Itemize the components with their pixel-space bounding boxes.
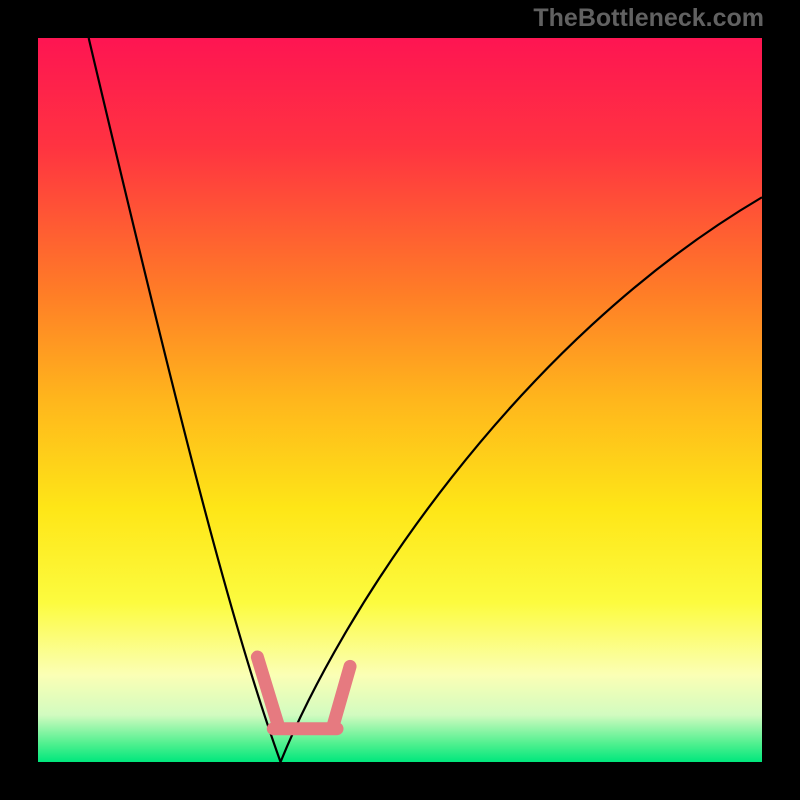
chart-svg (0, 0, 800, 800)
chart-stage: TheBottleneck.com (0, 0, 800, 800)
watermark-text: TheBottleneck.com (533, 4, 764, 33)
plot-background (38, 38, 762, 762)
